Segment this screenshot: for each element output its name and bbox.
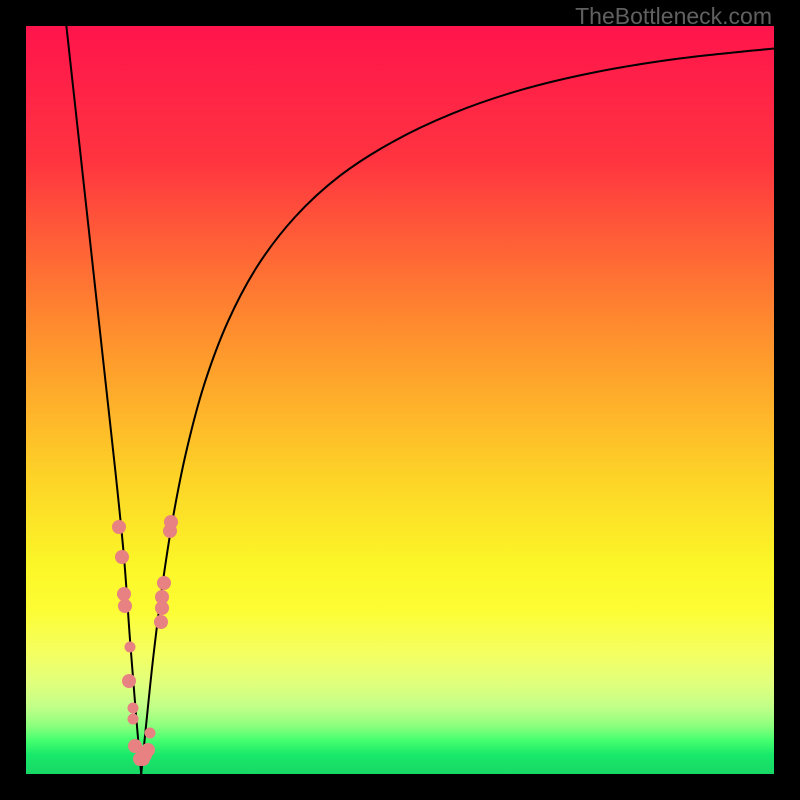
- data-marker: [124, 641, 135, 652]
- data-marker: [157, 576, 171, 590]
- marker-layer: [26, 26, 774, 774]
- data-marker: [122, 674, 136, 688]
- data-marker: [141, 743, 155, 757]
- data-marker: [127, 703, 138, 714]
- data-marker: [164, 515, 178, 529]
- data-marker: [155, 590, 169, 604]
- plot-area: [26, 26, 774, 774]
- data-marker: [154, 615, 168, 629]
- chart-container: { "canvas": { "width": 800, "height": 80…: [0, 0, 800, 800]
- data-marker: [145, 727, 156, 738]
- data-marker: [112, 520, 126, 534]
- data-marker: [118, 599, 132, 613]
- data-marker: [115, 550, 129, 564]
- data-marker: [127, 714, 138, 725]
- watermark-text: TheBottleneck.com: [575, 3, 772, 30]
